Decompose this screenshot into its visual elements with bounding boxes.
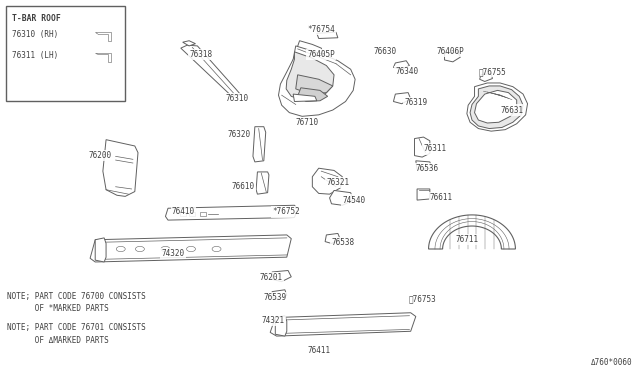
Text: *76754: *76754 xyxy=(307,25,335,34)
Polygon shape xyxy=(417,189,430,200)
Bar xyxy=(6,6,125,101)
Text: ݤ76753: ݤ76753 xyxy=(408,295,436,304)
Text: 76406P: 76406P xyxy=(436,47,464,56)
Polygon shape xyxy=(278,46,355,116)
Bar xyxy=(200,212,206,217)
Text: Δ760*0060: Δ760*0060 xyxy=(591,358,633,367)
Bar xyxy=(189,212,195,217)
Text: 76319: 76319 xyxy=(404,98,428,107)
Text: 76630: 76630 xyxy=(373,47,396,56)
Text: 74320: 74320 xyxy=(162,249,185,258)
Text: 76310 (RH): 76310 (RH) xyxy=(12,31,58,39)
Polygon shape xyxy=(445,52,461,62)
Bar xyxy=(179,212,186,217)
Text: 76321: 76321 xyxy=(326,178,349,187)
Polygon shape xyxy=(293,41,325,76)
Text: 76410: 76410 xyxy=(172,208,195,217)
Text: 76310: 76310 xyxy=(225,94,248,103)
Polygon shape xyxy=(275,316,287,336)
Polygon shape xyxy=(256,172,269,194)
Polygon shape xyxy=(474,90,516,123)
Text: 76318: 76318 xyxy=(189,50,212,59)
Polygon shape xyxy=(272,290,287,299)
Polygon shape xyxy=(325,234,340,243)
Text: 76320: 76320 xyxy=(227,130,250,140)
Text: NOTE; PART CODE 76701 CONSISTS
      OF ΔMARKED PARTS: NOTE; PART CODE 76701 CONSISTS OF ΔMARKE… xyxy=(7,323,146,344)
Polygon shape xyxy=(253,127,266,162)
Text: 76411: 76411 xyxy=(307,346,330,355)
Text: 76611: 76611 xyxy=(430,193,453,202)
Polygon shape xyxy=(95,52,111,62)
Polygon shape xyxy=(293,94,317,102)
Text: 76201: 76201 xyxy=(259,273,282,282)
Text: 76710: 76710 xyxy=(296,118,319,127)
Text: 74540: 74540 xyxy=(342,196,365,205)
Polygon shape xyxy=(270,313,416,336)
Polygon shape xyxy=(416,161,432,169)
Text: 76539: 76539 xyxy=(264,294,287,302)
Text: *76752: *76752 xyxy=(272,208,300,217)
Polygon shape xyxy=(394,61,410,69)
Polygon shape xyxy=(90,235,291,262)
Polygon shape xyxy=(298,88,328,102)
Text: 76538: 76538 xyxy=(332,238,355,247)
Polygon shape xyxy=(429,215,515,249)
Polygon shape xyxy=(415,137,430,157)
Text: 76631: 76631 xyxy=(500,106,524,115)
Text: 76405P: 76405P xyxy=(307,50,335,59)
Polygon shape xyxy=(296,75,333,94)
Text: T-BAR ROOF: T-BAR ROOF xyxy=(12,15,61,23)
Text: 74321: 74321 xyxy=(261,316,284,325)
Polygon shape xyxy=(182,41,195,46)
Polygon shape xyxy=(180,45,240,96)
Polygon shape xyxy=(95,238,106,262)
Polygon shape xyxy=(467,83,527,131)
Text: 76200: 76200 xyxy=(89,151,112,160)
Text: 76311: 76311 xyxy=(424,144,447,153)
Text: 76610: 76610 xyxy=(232,182,255,190)
Polygon shape xyxy=(479,73,492,81)
Text: 76340: 76340 xyxy=(396,67,419,76)
Polygon shape xyxy=(95,32,111,41)
Text: NOTE; PART CODE 76700 CONSISTS
      OF *MARKED PARTS: NOTE; PART CODE 76700 CONSISTS OF *MARKE… xyxy=(7,292,146,313)
Polygon shape xyxy=(330,190,353,205)
Polygon shape xyxy=(317,32,338,38)
Polygon shape xyxy=(470,86,523,129)
Polygon shape xyxy=(103,140,138,196)
Polygon shape xyxy=(312,168,342,194)
Polygon shape xyxy=(272,270,291,282)
Polygon shape xyxy=(166,205,298,220)
Text: ݤ76755: ݤ76755 xyxy=(478,67,506,76)
Polygon shape xyxy=(394,93,411,104)
Text: 76711: 76711 xyxy=(456,235,479,244)
Text: 76311 (LH): 76311 (LH) xyxy=(12,51,58,60)
Text: 76536: 76536 xyxy=(416,164,439,173)
Polygon shape xyxy=(286,52,334,100)
